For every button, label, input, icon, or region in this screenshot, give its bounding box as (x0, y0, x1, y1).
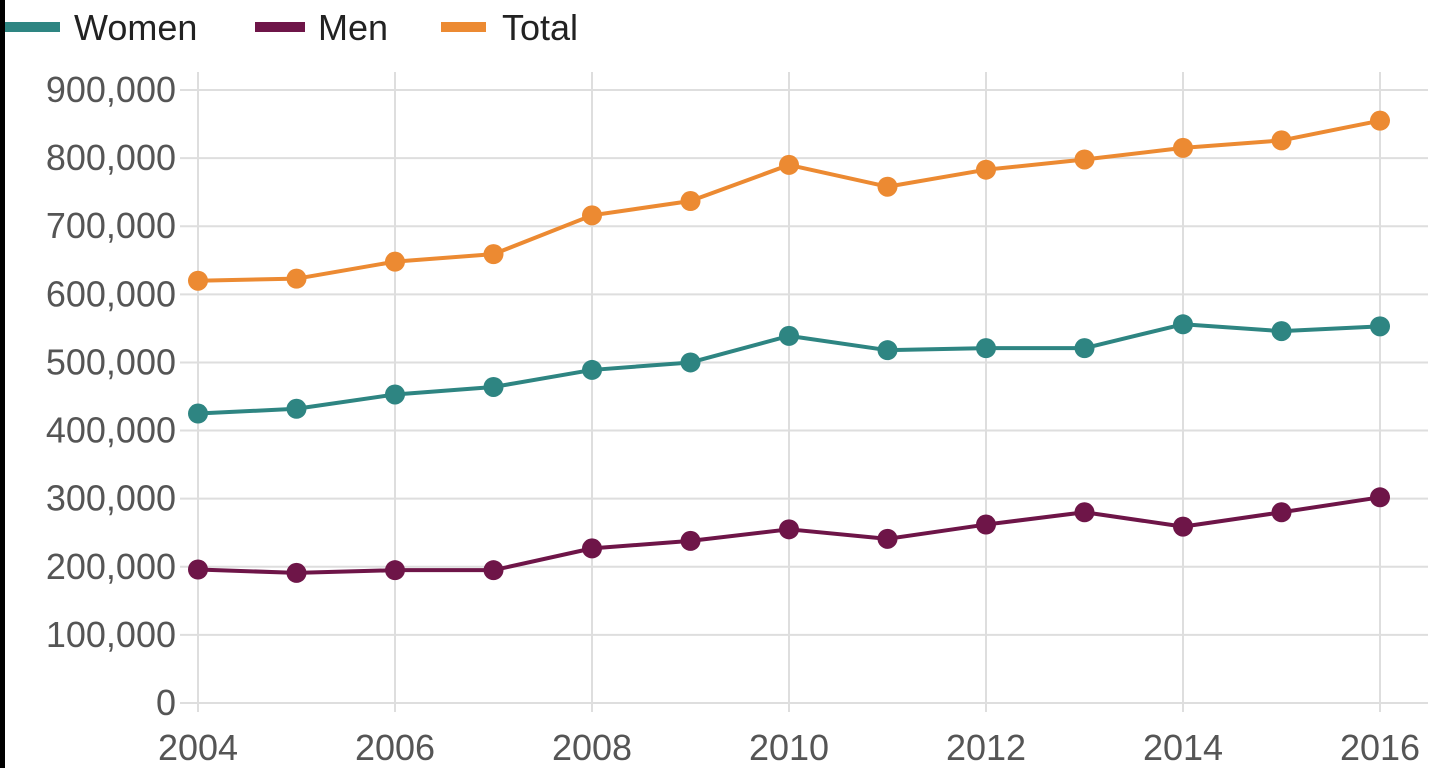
data-point (1173, 137, 1193, 158)
data-point (976, 514, 996, 535)
y-tick-label: 800,000 (46, 137, 176, 178)
data-point (680, 530, 701, 551)
series-women (188, 314, 1390, 424)
legend-item-women: Women (5, 7, 197, 48)
y-axis-ticks: 0 100,000 200,000 300,000 400,000 500,000 600,… (46, 69, 176, 723)
y-tick-label: 500,000 (46, 341, 176, 382)
data-point (1271, 502, 1292, 523)
legend-label: Men (318, 7, 388, 48)
data-point (582, 205, 602, 226)
data-point (582, 538, 602, 559)
data-point (188, 403, 208, 424)
data-point (286, 268, 307, 289)
x-tick-label: 2012 (946, 727, 1026, 768)
legend-item-men: Men (255, 7, 388, 48)
data-point (188, 559, 208, 580)
data-point (680, 191, 701, 212)
y-tick-label: 400,000 (46, 410, 176, 451)
legend-label: Women (74, 7, 197, 48)
data-point (877, 176, 898, 197)
series-total (188, 110, 1390, 291)
data-point (680, 352, 701, 373)
data-point (385, 384, 405, 405)
data-point (1173, 314, 1193, 335)
data-point (483, 376, 504, 397)
data-point (1074, 338, 1095, 359)
x-tick-label: 2004 (158, 727, 238, 768)
y-tick-label: 200,000 (46, 546, 176, 587)
data-point (483, 244, 504, 265)
legend-swatch (441, 22, 486, 32)
legend: Women Men Total (5, 7, 578, 48)
data-point (976, 159, 996, 180)
x-tick-label: 2006 (355, 727, 435, 768)
x-tick-label: 2010 (749, 727, 829, 768)
data-point (1271, 321, 1292, 342)
left-border (0, 0, 5, 768)
data-point (286, 398, 307, 419)
legend-swatch (255, 22, 305, 32)
y-tick-label: 0 (156, 682, 176, 723)
data-point (976, 338, 996, 359)
data-point (385, 560, 405, 581)
data-point (1271, 130, 1292, 151)
data-point (1370, 316, 1390, 337)
series (188, 110, 1390, 583)
x-tick-label: 2014 (1143, 727, 1223, 768)
x-axis-ticks: 2004 2006 2008 2010 2012 2014 2016 (158, 727, 1420, 768)
y-tick-label: 300,000 (46, 478, 176, 519)
x-tick-label: 2016 (1340, 727, 1420, 768)
data-point (582, 359, 602, 380)
data-point (188, 270, 208, 291)
data-point (286, 562, 307, 583)
legend-item-total: Total (441, 7, 578, 48)
data-point (877, 340, 898, 361)
data-point (483, 560, 504, 581)
data-point (1074, 502, 1095, 523)
data-point (385, 251, 405, 272)
y-tick-label: 900,000 (46, 69, 176, 110)
y-tick-label: 700,000 (46, 205, 176, 246)
data-point (779, 519, 799, 540)
data-point (1074, 149, 1095, 170)
data-point (779, 154, 799, 175)
legend-swatch (5, 22, 60, 32)
data-point (1370, 110, 1390, 131)
data-point (1370, 487, 1390, 508)
grid (180, 72, 1428, 712)
y-tick-label: 100,000 (46, 614, 176, 655)
data-point (779, 325, 799, 346)
y-tick-label: 600,000 (46, 273, 176, 314)
legend-label: Total (502, 7, 578, 48)
x-tick-label: 2008 (552, 727, 632, 768)
data-point (877, 528, 898, 549)
data-point (1173, 516, 1193, 537)
series-men (188, 487, 1390, 583)
